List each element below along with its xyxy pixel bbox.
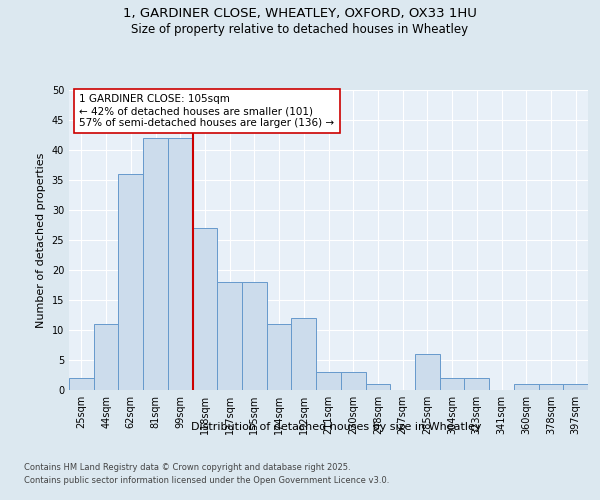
Text: Size of property relative to detached houses in Wheatley: Size of property relative to detached ho… — [131, 22, 469, 36]
Bar — [341, 372, 365, 390]
Bar — [415, 354, 440, 390]
Bar — [539, 384, 563, 390]
Bar — [365, 384, 390, 390]
Bar — [69, 378, 94, 390]
Bar — [143, 138, 168, 390]
Bar — [440, 378, 464, 390]
Bar — [464, 378, 489, 390]
Bar — [168, 138, 193, 390]
Bar — [193, 228, 217, 390]
Text: 1 GARDINER CLOSE: 105sqm
← 42% of detached houses are smaller (101)
57% of semi-: 1 GARDINER CLOSE: 105sqm ← 42% of detach… — [79, 94, 335, 128]
Text: Contains public sector information licensed under the Open Government Licence v3: Contains public sector information licen… — [24, 476, 389, 485]
Bar — [292, 318, 316, 390]
Text: Contains HM Land Registry data © Crown copyright and database right 2025.: Contains HM Land Registry data © Crown c… — [24, 462, 350, 471]
Bar — [118, 174, 143, 390]
Bar — [563, 384, 588, 390]
Bar — [217, 282, 242, 390]
Y-axis label: Number of detached properties: Number of detached properties — [36, 152, 46, 328]
Bar — [267, 324, 292, 390]
Bar — [242, 282, 267, 390]
Bar — [316, 372, 341, 390]
Text: Distribution of detached houses by size in Wheatley: Distribution of detached houses by size … — [191, 422, 481, 432]
Bar — [514, 384, 539, 390]
Bar — [94, 324, 118, 390]
Text: 1, GARDINER CLOSE, WHEATLEY, OXFORD, OX33 1HU: 1, GARDINER CLOSE, WHEATLEY, OXFORD, OX3… — [123, 8, 477, 20]
